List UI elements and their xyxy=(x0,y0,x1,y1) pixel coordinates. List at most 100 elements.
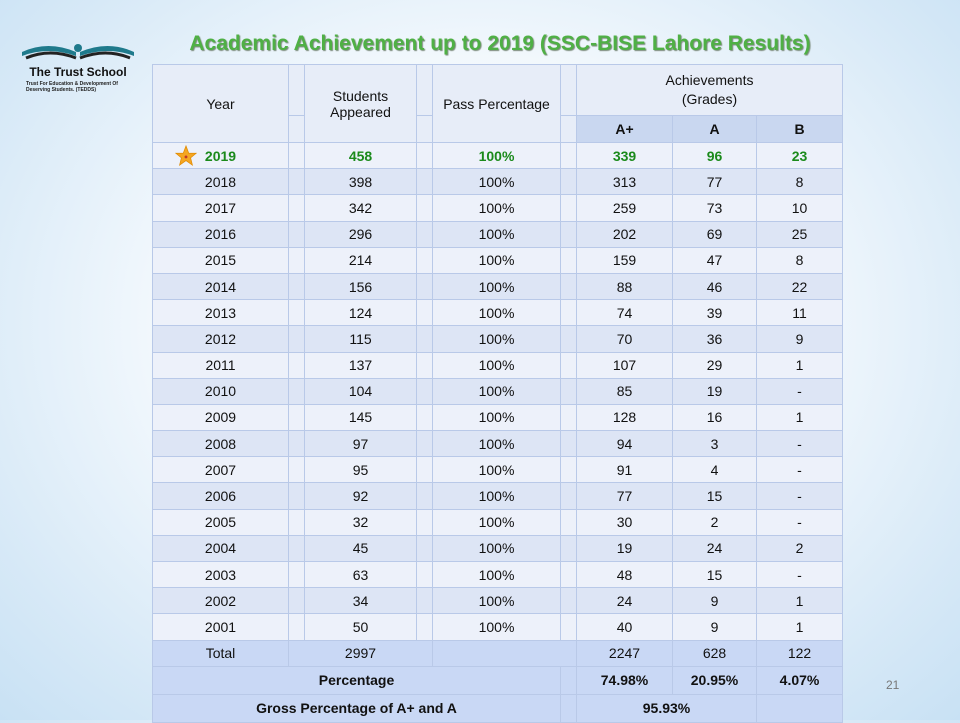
a-plus-cell: 88 xyxy=(576,272,673,301)
pass-cell: 100% xyxy=(432,220,561,248)
spacer-cell xyxy=(288,272,305,301)
a-plus-cell: 259 xyxy=(576,194,673,222)
spacer-cell xyxy=(288,482,305,510)
pass-cell: 100% xyxy=(432,534,561,563)
spacer-cell xyxy=(416,141,433,170)
b-cell: 10 xyxy=(755,194,844,222)
pass-cell: 100% xyxy=(432,272,561,301)
total-a: 628 xyxy=(672,639,757,667)
students-cell: 95 xyxy=(304,456,417,484)
table-row: 2010 104 100% 85 19- xyxy=(152,377,844,405)
spacer-cell xyxy=(288,351,305,379)
a-plus-cell: 70 xyxy=(576,325,673,353)
year-cell: 2019 xyxy=(152,141,289,170)
table-row: 2001 50 100% 40 9 1 xyxy=(152,613,844,641)
spacer-cell xyxy=(416,403,433,432)
students-cell: 50 xyxy=(304,613,417,641)
students-header: Students Appeared xyxy=(304,64,417,143)
students-cell: 296 xyxy=(304,220,417,248)
students-cell: 156 xyxy=(304,272,417,301)
a-cell: 15 xyxy=(672,482,757,510)
pass-cell: 100% xyxy=(432,560,561,589)
spacer-cell xyxy=(288,220,305,248)
spacer-cell xyxy=(560,141,577,170)
a-plus-cell: 107 xyxy=(576,351,673,379)
a-cell: 73 xyxy=(672,194,757,222)
spacer-cell xyxy=(416,272,433,301)
spacer-cell xyxy=(288,325,305,353)
spacer-cell xyxy=(560,508,577,536)
table-row: 2002 34 100% 24 9 1 xyxy=(152,587,844,615)
table-row: 2006 92 100% 77 15- xyxy=(152,482,844,510)
b-cell: 22 xyxy=(755,272,844,301)
spacer-cell xyxy=(288,560,305,589)
a-plus-cell: 313 xyxy=(576,168,673,196)
spacer-cell xyxy=(288,403,305,432)
year-cell: 2004 xyxy=(152,534,289,563)
spacer-cell xyxy=(560,64,577,116)
year-cell: 2002 xyxy=(152,587,289,615)
b-cell: 8 xyxy=(755,168,844,196)
spacer-cell xyxy=(288,430,305,458)
a-cell: 19 xyxy=(672,377,757,405)
spacer-cell xyxy=(560,246,577,274)
table-row: 2012 115 100% 70 36 9 xyxy=(152,325,844,353)
a-plus-cell: 74 xyxy=(576,299,673,327)
spacer-cell xyxy=(416,456,433,484)
spacer-cell xyxy=(560,115,577,143)
spacer-cell xyxy=(416,168,433,196)
students-cell: 115 xyxy=(304,325,417,353)
pass-cell: 100% xyxy=(432,613,561,641)
a-plus-cell: 19 xyxy=(576,534,673,563)
table-row: 2015 214 100% 159 47 8 xyxy=(152,246,844,274)
spacer-cell xyxy=(560,560,577,589)
star-icon xyxy=(175,145,197,167)
spacer-cell xyxy=(560,534,577,563)
percentage-a-plus: 74.98% xyxy=(576,665,673,695)
percentage-a: 20.95% xyxy=(672,665,757,695)
students-cell: 34 xyxy=(304,587,417,615)
spacer-cell xyxy=(416,299,433,327)
a-cell: 9 xyxy=(672,587,757,615)
table-row: 2018 398 100% 313 77 8 xyxy=(152,168,844,196)
results-table: Year Students Appeared Pass Percentage A… xyxy=(152,64,844,723)
spacer-cell xyxy=(416,220,433,248)
spacer-cell xyxy=(288,456,305,484)
pass-cell: 100% xyxy=(432,403,561,432)
table-row: 2003 63 100% 48 15- xyxy=(152,560,844,589)
b-cell: 1 xyxy=(755,587,844,615)
table-row: 2004 45 100% 19 24 2 xyxy=(152,534,844,563)
spacer-cell xyxy=(416,325,433,353)
pass-cell: 100% xyxy=(432,141,561,170)
a-cell: 69 xyxy=(672,220,757,248)
a-plus-cell: 339 xyxy=(576,141,673,170)
b-cell: 1 xyxy=(755,613,844,641)
percentage-row: Percentage 74.98% 20.95% 4.07% xyxy=(152,665,844,695)
year-cell: 2017 xyxy=(152,194,289,222)
spacer-cell xyxy=(416,534,433,563)
pass-cell: 100% xyxy=(432,456,561,484)
spacer-cell xyxy=(416,64,433,116)
gross-label: Gross Percentage of A+ and A xyxy=(152,693,561,723)
year-cell: 2015 xyxy=(152,246,289,274)
spacer-cell xyxy=(416,246,433,274)
achievements-label: Achievements xyxy=(665,72,754,88)
table-row: 2019 458 100% 339 96 23 xyxy=(152,141,844,170)
table-row: 2011 137 100% 107 29 1 xyxy=(152,351,844,379)
table-body: 2019 458 100% 339 96 23 2018 398 100% 313 77 8 2017 3… xyxy=(152,141,844,641)
pass-cell: 100% xyxy=(432,430,561,458)
a-plus-cell: 91 xyxy=(576,456,673,484)
pass-header: Pass Percentage xyxy=(432,64,561,143)
spacer-cell xyxy=(560,272,577,301)
spacer-cell xyxy=(416,482,433,510)
pass-cell: 100% xyxy=(432,587,561,615)
year-cell: 2007 xyxy=(152,456,289,484)
pass-cell: 100% xyxy=(432,351,561,379)
spacer-cell xyxy=(560,325,577,353)
spacer-cell xyxy=(560,613,577,641)
a-cell: 15 xyxy=(672,560,757,589)
table-row: 2013 124 100% 74 39 11 xyxy=(152,299,844,327)
b-cell: 23 xyxy=(755,141,844,170)
spacer-cell xyxy=(560,587,577,615)
spacer-cell xyxy=(416,351,433,379)
